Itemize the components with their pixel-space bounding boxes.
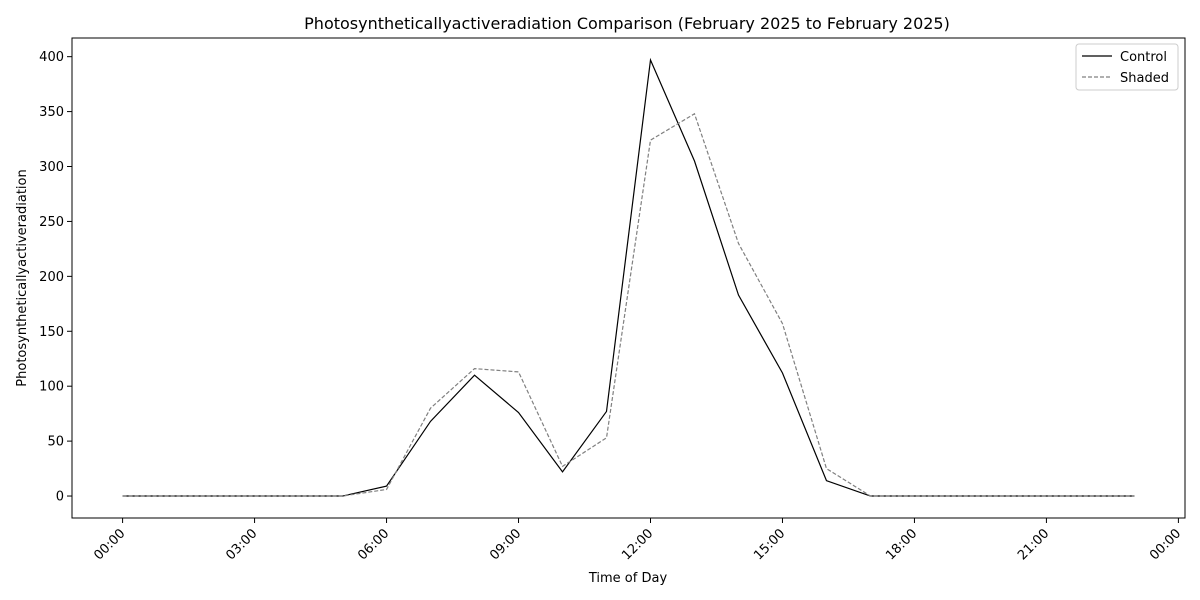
series-line-shaded: [122, 112, 1135, 497]
data-point-shaded: [122, 495, 123, 496]
y-tick-label: 100: [39, 380, 64, 395]
data-point-shaded: [210, 495, 211, 496]
data-point-shaded: [1002, 495, 1003, 496]
data-point-control: [474, 375, 475, 376]
y-tick-label: 300: [39, 160, 64, 175]
data-point-shaded: [606, 437, 607, 438]
data-point-shaded: [914, 495, 915, 496]
data-point-control: [738, 294, 739, 295]
data-point-shaded: [782, 323, 783, 324]
data-point-shaded: [430, 408, 431, 409]
y-tick-label: 200: [39, 270, 64, 285]
data-point-shaded: [518, 371, 519, 372]
legend: Control Shaded: [1075, 43, 1179, 91]
data-point-shaded: [342, 495, 343, 496]
data-point-shaded: [650, 140, 651, 141]
data-point-shaded: [166, 495, 167, 496]
data-point-shaded: [738, 243, 739, 244]
data-point-shaded: [474, 368, 475, 369]
data-point-shaded: [562, 466, 563, 467]
y-tick-label: 50: [47, 435, 64, 450]
data-point-control: [562, 471, 563, 472]
plot-frame: [71, 37, 1186, 519]
data-point-control: [650, 59, 651, 60]
y-tick-label: 150: [39, 325, 64, 340]
y-tick-label: 250: [39, 215, 64, 230]
data-point-shaded: [1046, 495, 1047, 496]
data-point-control: [826, 480, 827, 481]
data-point-shaded: [386, 489, 387, 490]
data-point-shaded: [1134, 495, 1135, 496]
data-point-shaded: [826, 468, 827, 469]
plot-area: [71, 37, 1186, 519]
data-point-control: [606, 411, 607, 412]
data-point-control: [518, 412, 519, 413]
y-axis-title: Photosyntheticallyactiveradiation: [15, 169, 30, 386]
data-point-shaded: [254, 495, 255, 496]
data-point-control: [430, 421, 431, 422]
legend-label-control: Control: [1120, 50, 1167, 65]
y-tick-label: 350: [39, 105, 64, 120]
data-point-control: [694, 160, 695, 161]
data-point-shaded: [298, 495, 299, 496]
data-point-shaded: [694, 113, 695, 114]
data-point-shaded: [1090, 495, 1091, 496]
legend-label-shaded: Shaded: [1120, 71, 1169, 86]
data-point-shaded: [958, 495, 959, 496]
y-axis: 0 50 100 150 200 250 300 350 400: [39, 50, 72, 505]
data-point-control: [386, 486, 387, 487]
y-tick-label: 400: [39, 50, 64, 65]
series-group: [122, 57, 1135, 497]
data-point-control: [782, 372, 783, 373]
x-axis-title: Time of Day: [588, 571, 668, 586]
data-point-shaded: [870, 495, 871, 496]
y-tick-label: 0: [56, 490, 64, 505]
chart-title: Photosyntheticallyactiveradiation Compar…: [304, 14, 950, 33]
